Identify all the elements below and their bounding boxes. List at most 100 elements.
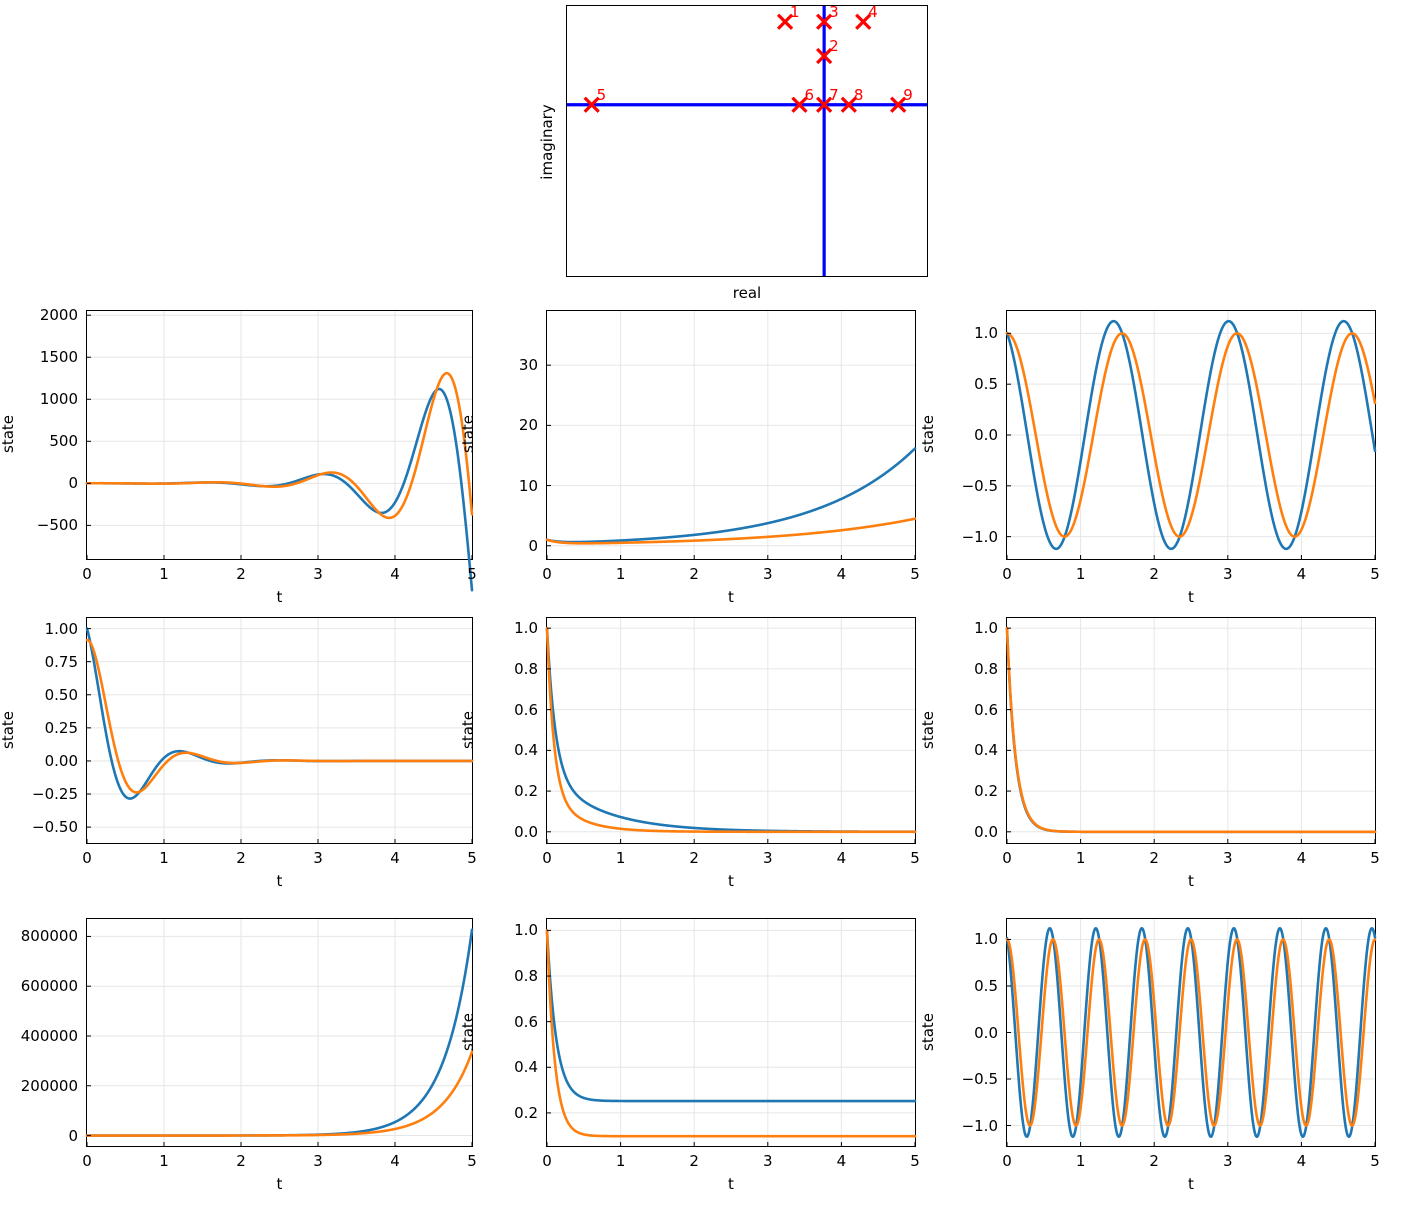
pole-marker bbox=[855, 13, 872, 30]
curve-series_b bbox=[545, 929, 917, 1138]
ytick-label: −500 bbox=[36, 516, 78, 535]
plot-area-response-4 bbox=[85, 618, 474, 843]
xtick-label: 4 bbox=[836, 565, 847, 583]
axes-response-3 bbox=[1005, 310, 1377, 560]
xtick-label: 3 bbox=[1223, 849, 1233, 867]
ytick-label: 10 bbox=[518, 476, 538, 495]
pole-marker bbox=[583, 96, 600, 113]
ytick-label: 0.5 bbox=[974, 375, 998, 394]
xtick-label: 5 bbox=[910, 849, 920, 867]
xtick-label: 0 bbox=[82, 565, 92, 583]
xtick-label: 1 bbox=[615, 1152, 626, 1170]
xtick-label: 1 bbox=[159, 849, 169, 867]
plot-area-response-7 bbox=[85, 919, 474, 1146]
xtick-label: 0 bbox=[542, 849, 552, 867]
ytick-label: 1.0 bbox=[974, 930, 998, 949]
curve-series_a bbox=[1005, 626, 1377, 834]
xtick-label: 5 bbox=[1370, 565, 1380, 583]
ytick-label: 0.6 bbox=[974, 700, 998, 719]
ytick-label: 1000 bbox=[39, 390, 78, 409]
pole-label-7: 7 bbox=[829, 85, 839, 104]
ytick-label: −0.50 bbox=[32, 818, 78, 837]
ylabel-response-6: state bbox=[919, 710, 937, 749]
xlabel-response-2: t bbox=[728, 588, 734, 606]
xtick-label: 4 bbox=[390, 849, 400, 867]
xtick-label: 2 bbox=[689, 849, 699, 867]
ytick-label: 800000 bbox=[20, 927, 78, 946]
plot-area-response-3 bbox=[1005, 311, 1377, 559]
curve-series_a bbox=[85, 928, 474, 1137]
curve-series_b bbox=[545, 517, 917, 545]
ylabel-response-3: state bbox=[919, 415, 937, 453]
xlabel-response-8: t bbox=[728, 1175, 734, 1193]
pole-zero-axes bbox=[566, 5, 928, 277]
xtick-label: 5 bbox=[910, 1152, 920, 1170]
pole-zero-xlabel: real bbox=[732, 284, 762, 302]
xtick-label: 3 bbox=[763, 849, 773, 867]
ytick-label: 1.00 bbox=[44, 619, 78, 638]
axes-response-5 bbox=[545, 617, 917, 844]
ytick-label: 0.2 bbox=[974, 782, 998, 801]
ytick-label: 0.0 bbox=[974, 426, 998, 444]
ytick-label: 0.2 bbox=[514, 1103, 538, 1122]
ytick-label: 0.5 bbox=[974, 976, 998, 995]
xlabel-response-3: t bbox=[1188, 588, 1194, 606]
xtick-label: 4 bbox=[836, 1152, 847, 1170]
ytick-label: 500 bbox=[49, 432, 78, 451]
pole-marker bbox=[840, 96, 857, 113]
ytick-label: 0.2 bbox=[514, 782, 538, 801]
xtick-label: 0 bbox=[1002, 565, 1012, 583]
xtick-label: 5 bbox=[467, 1152, 477, 1170]
ytick-label: −0.25 bbox=[32, 785, 78, 804]
pole-marker bbox=[791, 96, 808, 113]
ytick-label: 0.8 bbox=[974, 659, 998, 678]
xtick-label: 3 bbox=[313, 849, 323, 867]
xtick-label: 3 bbox=[313, 1152, 323, 1170]
axes-response-9 bbox=[1005, 918, 1377, 1147]
curve-series_b bbox=[1005, 626, 1377, 834]
ytick-label: 0.8 bbox=[514, 967, 538, 986]
pole-label-5: 5 bbox=[596, 85, 607, 104]
xlabel-response-6: t bbox=[1188, 872, 1194, 890]
xlabel-response-5: t bbox=[728, 872, 734, 890]
plot-area-response-8 bbox=[545, 919, 917, 1146]
ytick-label: 0.50 bbox=[44, 685, 78, 704]
xtick-label: 4 bbox=[390, 565, 400, 583]
xtick-label: 4 bbox=[1296, 1152, 1307, 1170]
xlabel-response-4: t bbox=[276, 872, 283, 890]
ytick-label: −0.5 bbox=[961, 1070, 998, 1089]
curve-series_a bbox=[545, 447, 917, 544]
xtick-label: 3 bbox=[1223, 565, 1233, 583]
ytick-label: −1.0 bbox=[961, 1116, 998, 1135]
plot-area-response-6 bbox=[1005, 618, 1377, 843]
curve-series_b bbox=[85, 371, 474, 520]
pole-zero-ylabel: imaginary bbox=[538, 104, 556, 180]
ytick-label: 0.4 bbox=[974, 741, 998, 760]
xtick-label: 0 bbox=[542, 565, 552, 583]
ytick-label: 0.0 bbox=[974, 1023, 998, 1042]
xtick-label: 4 bbox=[1296, 565, 1307, 583]
ylabel-response-1: state bbox=[0, 415, 17, 453]
curve-series_b bbox=[1005, 332, 1377, 538]
xtick-label: 0 bbox=[1002, 849, 1012, 867]
ytick-label: 0 bbox=[528, 536, 538, 555]
ytick-label: 0.0 bbox=[514, 822, 538, 841]
xtick-label: 2 bbox=[236, 1152, 246, 1170]
ytick-label: −0.5 bbox=[961, 476, 998, 495]
ytick-label: 0.6 bbox=[514, 1012, 538, 1031]
plot-area-response-2 bbox=[545, 311, 917, 559]
xtick-label: 5 bbox=[467, 565, 477, 583]
xtick-label: 2 bbox=[689, 565, 699, 583]
pole-marker bbox=[890, 96, 907, 113]
ytick-label: 1.0 bbox=[974, 619, 998, 638]
pole-marker bbox=[816, 13, 833, 30]
plot-area-response-5 bbox=[545, 618, 917, 843]
ytick-label: 1.0 bbox=[974, 324, 998, 343]
axes-response-8 bbox=[545, 918, 917, 1147]
ytick-label: 0.4 bbox=[514, 1058, 538, 1077]
xlabel-response-7: t bbox=[276, 1175, 283, 1193]
xtick-label: 5 bbox=[910, 565, 920, 583]
xtick-label: 5 bbox=[1370, 849, 1380, 867]
xlabel-response-9: t bbox=[1188, 1175, 1194, 1193]
xtick-label: 1 bbox=[1075, 1152, 1086, 1170]
